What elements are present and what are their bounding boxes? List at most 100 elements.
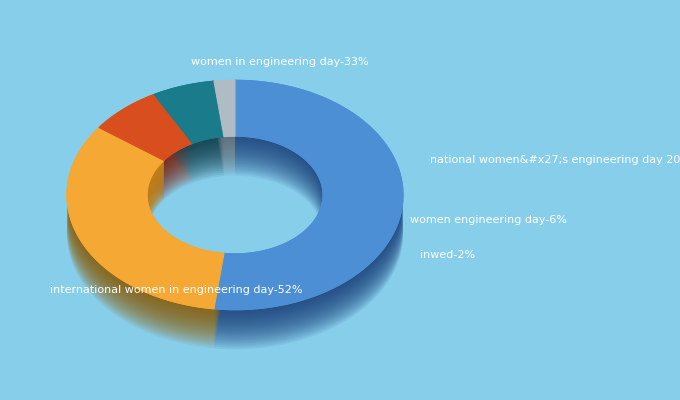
Polygon shape [154, 106, 224, 168]
Polygon shape [67, 144, 224, 325]
Polygon shape [214, 106, 235, 162]
Polygon shape [214, 93, 403, 322]
Polygon shape [147, 160, 224, 282]
Polygon shape [99, 114, 192, 180]
Polygon shape [147, 160, 224, 255]
Polygon shape [214, 102, 235, 158]
Polygon shape [214, 111, 403, 340]
Polygon shape [67, 160, 224, 341]
Polygon shape [99, 111, 192, 176]
Polygon shape [99, 104, 192, 169]
Polygon shape [99, 130, 192, 196]
Polygon shape [154, 119, 224, 181]
Polygon shape [147, 160, 224, 288]
Polygon shape [99, 94, 192, 160]
Polygon shape [214, 116, 403, 346]
Polygon shape [99, 129, 192, 194]
Polygon shape [99, 118, 192, 184]
Polygon shape [154, 112, 224, 174]
Polygon shape [99, 112, 192, 178]
Polygon shape [67, 165, 224, 346]
Polygon shape [214, 84, 235, 140]
Polygon shape [67, 135, 224, 316]
Polygon shape [214, 86, 403, 315]
Polygon shape [147, 160, 224, 290]
Text: inwed-2%: inwed-2% [420, 250, 475, 260]
Polygon shape [67, 151, 224, 332]
Polygon shape [147, 160, 224, 272]
Text: national women&#x27;s engineering day 2018-7%: national women&#x27;s engineering day 20… [430, 155, 680, 165]
Polygon shape [67, 133, 224, 314]
Polygon shape [214, 91, 235, 147]
Polygon shape [99, 96, 192, 162]
Polygon shape [147, 160, 224, 266]
Polygon shape [214, 113, 235, 169]
Polygon shape [67, 167, 224, 348]
Polygon shape [147, 160, 224, 264]
Polygon shape [154, 85, 224, 147]
Polygon shape [99, 127, 192, 193]
Polygon shape [214, 118, 235, 174]
Polygon shape [67, 149, 224, 330]
Polygon shape [67, 147, 224, 328]
Polygon shape [154, 99, 224, 161]
Polygon shape [214, 116, 235, 172]
Polygon shape [214, 80, 235, 136]
Polygon shape [99, 122, 192, 187]
Polygon shape [154, 121, 224, 183]
Polygon shape [214, 80, 403, 310]
Polygon shape [214, 84, 403, 313]
Polygon shape [67, 129, 224, 310]
Polygon shape [147, 160, 224, 293]
Polygon shape [154, 94, 224, 156]
Polygon shape [154, 98, 224, 160]
Polygon shape [67, 140, 224, 321]
Polygon shape [214, 106, 403, 335]
Polygon shape [67, 158, 224, 339]
Polygon shape [154, 114, 224, 176]
Polygon shape [154, 92, 224, 154]
Polygon shape [67, 162, 224, 343]
Polygon shape [67, 136, 224, 318]
Polygon shape [214, 93, 235, 149]
Polygon shape [99, 102, 192, 168]
Polygon shape [214, 89, 403, 319]
Polygon shape [99, 132, 192, 198]
Polygon shape [214, 107, 235, 164]
Polygon shape [214, 80, 403, 310]
Polygon shape [214, 109, 403, 338]
Polygon shape [99, 120, 192, 186]
Polygon shape [99, 105, 192, 171]
Polygon shape [214, 82, 403, 312]
Polygon shape [154, 117, 224, 179]
Polygon shape [214, 109, 235, 165]
Polygon shape [154, 87, 224, 149]
Polygon shape [67, 131, 224, 312]
Polygon shape [147, 160, 224, 286]
Polygon shape [99, 100, 192, 166]
Polygon shape [214, 118, 403, 348]
Text: international women in engineering day-52%: international women in engineering day-5… [50, 285, 303, 295]
Text: women in engineering day-33%: women in engineering day-33% [191, 57, 369, 67]
Polygon shape [154, 88, 224, 150]
Polygon shape [214, 111, 235, 167]
Polygon shape [154, 116, 224, 178]
Polygon shape [67, 142, 224, 323]
Polygon shape [214, 100, 235, 156]
Polygon shape [67, 128, 224, 309]
Polygon shape [214, 120, 403, 349]
Polygon shape [214, 95, 235, 151]
Polygon shape [154, 103, 224, 165]
Polygon shape [147, 160, 224, 275]
Polygon shape [154, 81, 224, 143]
Polygon shape [214, 86, 235, 142]
Polygon shape [99, 109, 192, 175]
Polygon shape [147, 160, 224, 261]
Polygon shape [154, 90, 224, 152]
Polygon shape [214, 96, 235, 153]
Polygon shape [214, 98, 403, 328]
Polygon shape [147, 160, 224, 279]
Polygon shape [214, 82, 235, 138]
Polygon shape [154, 83, 224, 145]
Polygon shape [147, 160, 224, 280]
